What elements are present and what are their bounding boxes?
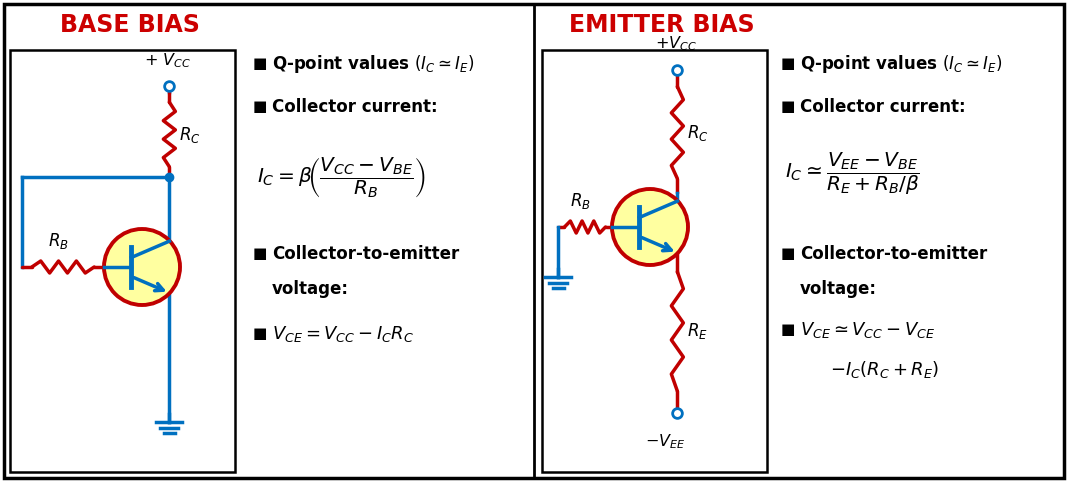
- Text: voltage:: voltage:: [800, 280, 877, 298]
- Text: $R_C$: $R_C$: [179, 124, 201, 145]
- Text: $V_{CE} = V_{CC} - I_C R_C$: $V_{CE} = V_{CC} - I_C R_C$: [272, 324, 414, 344]
- Text: $\blacksquare$: $\blacksquare$: [252, 99, 267, 115]
- Text: $I_C = \beta\!\left(\dfrac{V_{CC} - V_{BE}}{R_B}\right)$: $I_C = \beta\!\left(\dfrac{V_{CC} - V_{B…: [257, 155, 425, 200]
- Text: $\blacksquare$: $\blacksquare$: [252, 246, 267, 262]
- Text: Collector current:: Collector current:: [800, 98, 965, 116]
- Text: $-V_{EE}$: $-V_{EE}$: [645, 432, 686, 451]
- Text: $\blacksquare$: $\blacksquare$: [252, 56, 267, 72]
- Text: $R_B$: $R_B$: [48, 231, 68, 251]
- Text: $\blacksquare$: $\blacksquare$: [780, 56, 795, 72]
- FancyBboxPatch shape: [4, 4, 1064, 478]
- Text: $R_B$: $R_B$: [569, 191, 591, 211]
- Text: $I_C \simeq \dfrac{V_{EE} - V_{BE}}{R_E + R_B/\beta}$: $I_C \simeq \dfrac{V_{EE} - V_{BE}}{R_E …: [785, 151, 920, 197]
- Text: Collector current:: Collector current:: [272, 98, 438, 116]
- FancyBboxPatch shape: [10, 50, 235, 472]
- Circle shape: [612, 189, 688, 265]
- Text: BASE BIAS: BASE BIAS: [60, 13, 200, 37]
- Text: EMITTER BIAS: EMITTER BIAS: [569, 13, 755, 37]
- Text: $\blacksquare$: $\blacksquare$: [780, 322, 795, 338]
- FancyBboxPatch shape: [541, 50, 767, 472]
- Text: Q-point values $(I_C \simeq I_E)$: Q-point values $(I_C \simeq I_E)$: [272, 53, 474, 75]
- Text: $\blacksquare$: $\blacksquare$: [780, 99, 795, 115]
- Text: $R_C$: $R_C$: [688, 122, 709, 143]
- Circle shape: [104, 229, 180, 305]
- Text: Collector-to-emitter: Collector-to-emitter: [272, 245, 459, 263]
- Text: $+\ V_{CC}$: $+\ V_{CC}$: [144, 51, 191, 70]
- Text: $+V_{CC}$: $+V_{CC}$: [656, 34, 697, 53]
- Text: Q-point values $(I_C \simeq I_E)$: Q-point values $(I_C \simeq I_E)$: [800, 53, 1003, 75]
- Text: $- I_C(R_C + R_E)$: $- I_C(R_C + R_E)$: [830, 360, 939, 380]
- Text: $\blacksquare$: $\blacksquare$: [780, 246, 795, 262]
- Text: $V_{CE} \simeq V_{CC} - V_{CE}$: $V_{CE} \simeq V_{CC} - V_{CE}$: [800, 320, 936, 340]
- Text: $R_E$: $R_E$: [688, 321, 708, 341]
- Text: voltage:: voltage:: [272, 280, 349, 298]
- Text: Collector-to-emitter: Collector-to-emitter: [800, 245, 987, 263]
- Text: $\blacksquare$: $\blacksquare$: [252, 326, 267, 342]
